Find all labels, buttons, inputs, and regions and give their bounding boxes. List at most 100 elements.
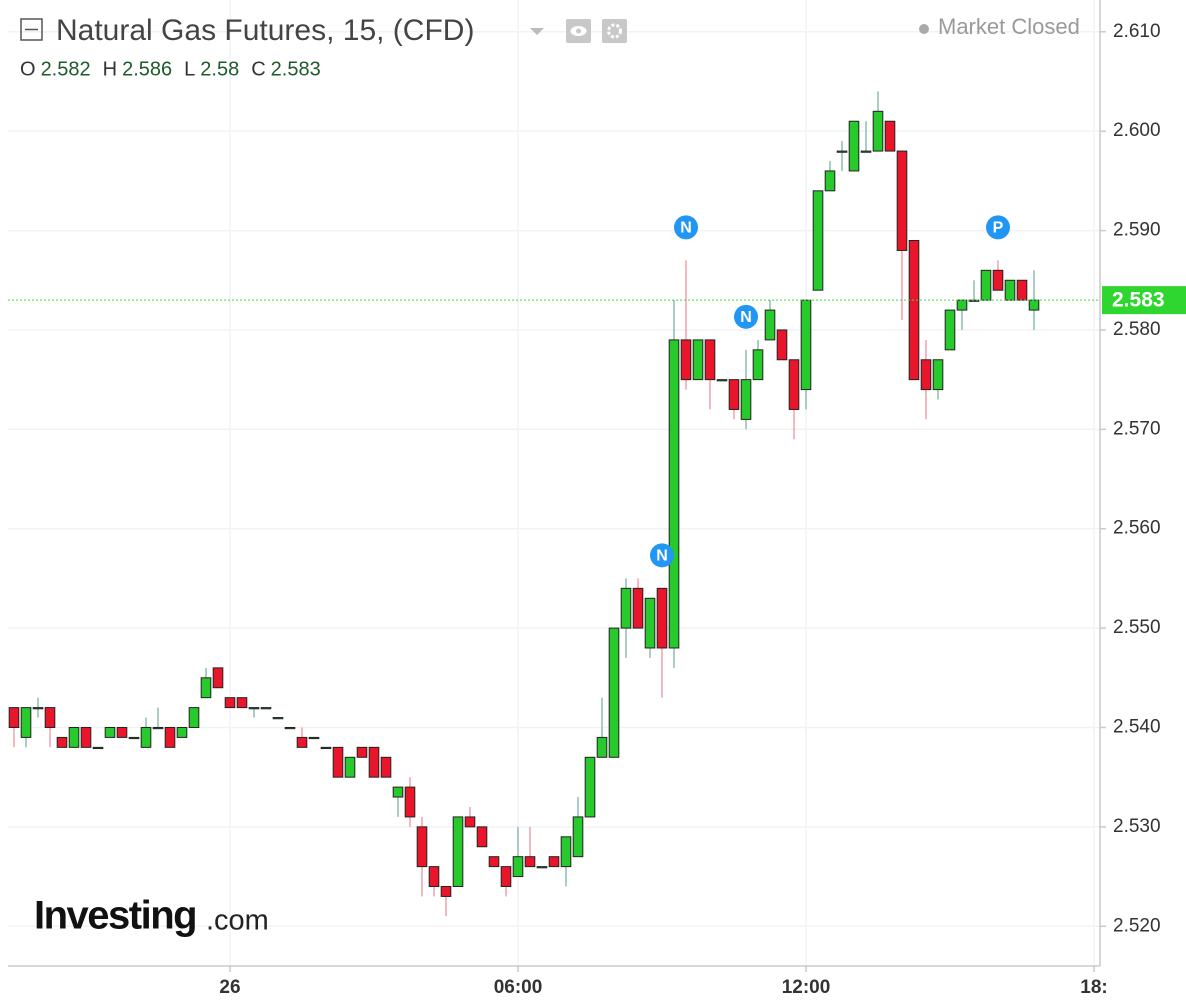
event-marker[interactable] xyxy=(674,215,698,240)
candle-body xyxy=(248,707,260,710)
candle-body xyxy=(356,746,368,758)
candle-body xyxy=(32,707,44,710)
candle-body xyxy=(512,856,524,878)
candle-body xyxy=(716,379,728,382)
candle-body xyxy=(788,359,800,410)
x-tick-label: 26 xyxy=(219,977,240,998)
candle-body xyxy=(728,379,740,410)
dropdown-caret[interactable] xyxy=(530,28,544,35)
candle-body xyxy=(92,746,104,750)
candle-body xyxy=(164,726,176,748)
candle-body xyxy=(236,697,248,709)
candle-body xyxy=(476,826,488,848)
candle-body xyxy=(260,707,272,710)
x-tick-label: 06:00 xyxy=(494,977,543,998)
candle-body xyxy=(272,717,284,720)
candle-body xyxy=(548,856,560,868)
candle-body xyxy=(584,756,596,818)
last-price-box xyxy=(1102,286,1186,315)
event-marker[interactable] xyxy=(650,543,674,568)
candle-body xyxy=(152,726,164,730)
candle-body xyxy=(440,885,452,897)
candle-body xyxy=(572,816,584,858)
x-tick-label: 18: xyxy=(1080,977,1107,998)
market-status: Market Closed xyxy=(938,14,1080,39)
logo-brand: Investing xyxy=(34,894,196,938)
settings-icon-gear xyxy=(607,23,622,39)
candle-body xyxy=(908,240,920,381)
candle-body xyxy=(224,697,236,709)
ohlc-key: L xyxy=(184,58,195,80)
logo-suffix: .com xyxy=(206,905,269,937)
candle-body xyxy=(212,667,224,689)
grid xyxy=(8,0,1100,966)
candle-body xyxy=(344,756,356,778)
candle-body xyxy=(44,707,56,728)
candle-body xyxy=(896,150,908,251)
ohlc-key: H xyxy=(103,58,117,80)
candle-body xyxy=(704,339,716,381)
event-marker[interactable] xyxy=(734,304,758,329)
candle-body xyxy=(488,856,500,868)
settings-icon[interactable] xyxy=(602,19,627,43)
candle-body xyxy=(296,736,308,748)
event-label: N xyxy=(680,220,692,237)
candle-body xyxy=(824,170,836,192)
candle-body xyxy=(524,856,536,868)
ohlc-legend: O 2.582 H 2.586 L 2.58 C 2.583 xyxy=(20,58,321,80)
candle-body xyxy=(836,150,848,153)
event-label: N xyxy=(740,309,752,326)
y-tick-label: 2.590 xyxy=(1113,220,1161,241)
candle-body xyxy=(608,627,620,758)
candle-body xyxy=(800,299,812,391)
candle-body xyxy=(992,269,1004,291)
candle-body xyxy=(116,726,128,738)
candle-body xyxy=(188,707,200,728)
candle-body xyxy=(656,587,668,649)
candle-body xyxy=(8,707,20,728)
candle-body xyxy=(404,786,416,818)
candle-body xyxy=(872,110,884,152)
candle-body xyxy=(596,736,608,758)
ohlc-key: O xyxy=(20,58,36,80)
status-dot xyxy=(919,24,929,34)
event-label: N xyxy=(656,548,668,565)
candle-body xyxy=(560,836,572,868)
candle-body xyxy=(632,587,644,629)
candle-body xyxy=(752,349,764,381)
candle-body xyxy=(284,726,296,730)
last-price-label: 2.583 xyxy=(1112,289,1165,312)
chart-title: Natural Gas Futures, 15, (CFD) xyxy=(56,14,474,47)
candle-body xyxy=(644,597,656,649)
candle-body xyxy=(692,339,704,381)
ohlc-value: 2.582 xyxy=(41,58,91,80)
candle-body xyxy=(812,190,824,291)
candle-body xyxy=(1016,279,1028,301)
y-tick-label: 2.600 xyxy=(1113,120,1161,141)
candle-body xyxy=(308,736,320,740)
candle-body xyxy=(392,786,404,798)
candle-body xyxy=(500,866,512,887)
event-marker[interactable] xyxy=(986,215,1010,240)
y-tick-label: 2.560 xyxy=(1113,518,1161,539)
y-tick-label: 2.550 xyxy=(1113,617,1161,638)
candle-body xyxy=(848,120,860,172)
candle-body xyxy=(860,150,872,153)
ohlc-value: 2.58 xyxy=(200,58,239,80)
y-tick-label: 2.530 xyxy=(1113,816,1161,837)
candle-body xyxy=(1028,299,1040,311)
candle-body xyxy=(680,339,692,381)
candle-body xyxy=(20,707,32,738)
candle-body xyxy=(68,726,80,748)
eye-icon-pupil xyxy=(576,28,581,34)
candle-body xyxy=(200,677,212,699)
collapse-icon[interactable] xyxy=(20,18,43,41)
candle-body xyxy=(776,329,788,361)
y-tick-label: 2.610 xyxy=(1113,21,1161,42)
candle-body xyxy=(452,816,464,887)
candle-body xyxy=(464,816,476,828)
candle-body xyxy=(320,746,332,750)
y-tick-label: 2.520 xyxy=(1113,915,1161,936)
x-tick-label: 12:00 xyxy=(782,977,831,998)
